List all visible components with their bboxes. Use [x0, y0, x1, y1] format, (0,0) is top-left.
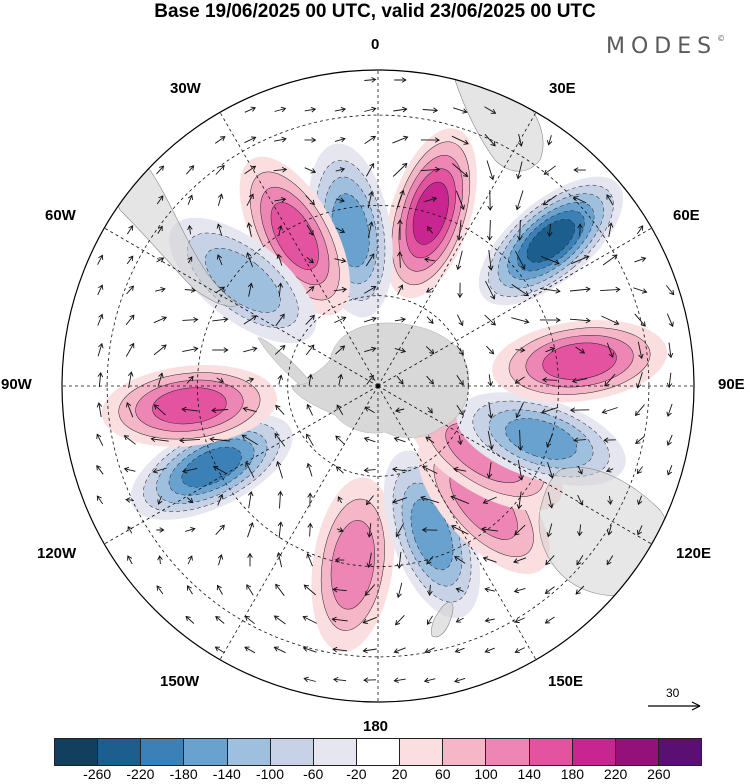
lon-label-90w: 90W	[1, 376, 32, 393]
lon-label-120w: 120W	[37, 545, 76, 562]
lon-label-120e: 120E	[676, 545, 711, 562]
lon-label-150w: 150W	[160, 673, 199, 690]
lon-label-60e: 60E	[673, 207, 700, 224]
colorbar-tick-label: 60	[435, 766, 451, 782]
map-disc	[40, 50, 720, 730]
colorbar-swatch	[442, 739, 485, 765]
lon-label-180: 180	[363, 718, 388, 735]
colorbar-tick-label: 180	[561, 766, 584, 782]
reference-vector-label: 30	[666, 686, 679, 700]
colorbar-swatch	[399, 739, 442, 765]
colorbar-tick-label: 140	[518, 766, 541, 782]
colorbar-swatch	[140, 739, 183, 765]
colorbar-tick-label: -140	[213, 766, 241, 782]
colorbar-tick-label: 100	[474, 766, 497, 782]
colorbar-swatch	[485, 739, 528, 765]
colorbar-tick-label: -220	[126, 766, 154, 782]
colorbar-tick-label: -100	[256, 766, 284, 782]
colorbar-tick-label: -20	[346, 766, 366, 782]
colorbar-tick-label: 220	[604, 766, 627, 782]
colorbar-tick-label: -180	[170, 766, 198, 782]
colorbar-swatch	[572, 739, 615, 765]
colorbar-swatch	[313, 739, 356, 765]
colorbar	[54, 738, 702, 766]
colorbar-swatch	[270, 739, 313, 765]
lon-label-30e: 30E	[549, 80, 576, 97]
colorbar-tick-label: -260	[83, 766, 111, 782]
colorbar-tick-label: -60	[303, 766, 323, 782]
colorbar-swatch	[227, 739, 270, 765]
colorbar-swatch	[615, 739, 658, 765]
lon-label-60w: 60W	[45, 207, 76, 224]
colorbar-swatch	[356, 739, 399, 765]
colorbar-swatch	[183, 739, 226, 765]
lon-label-150e: 150E	[548, 673, 583, 690]
lon-label-30w: 30W	[170, 80, 201, 97]
colorbar-swatch	[55, 739, 97, 765]
colorbar-tick-label: 260	[647, 766, 670, 782]
lon-label-90e: 90E	[718, 376, 745, 393]
colorbar-swatch	[658, 739, 701, 765]
colorbar-tick-label: 20	[392, 766, 408, 782]
colorbar-swatch	[529, 739, 572, 765]
colorbar-swatch	[97, 739, 140, 765]
lon-label-0: 0	[371, 36, 379, 53]
